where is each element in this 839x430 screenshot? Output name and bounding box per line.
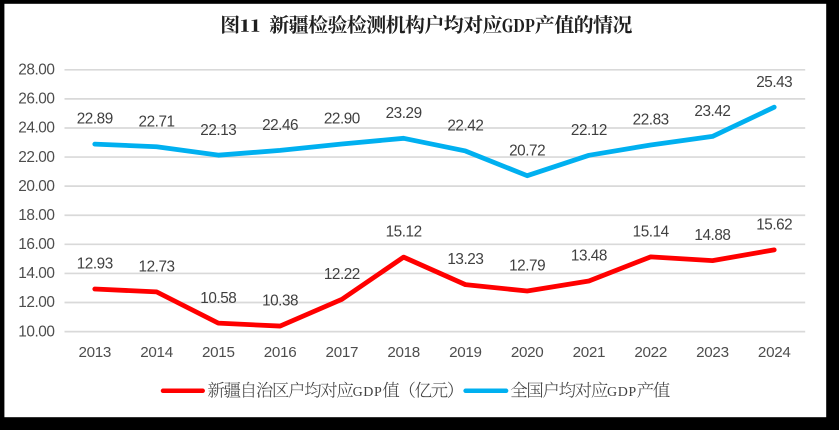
svg-text:2018: 2018 — [387, 344, 420, 361]
svg-text:22.13: 22.13 — [200, 122, 236, 139]
svg-text:GDP: GDP — [353, 385, 383, 400]
svg-text:22.46: 22.46 — [262, 117, 298, 134]
svg-text:12.00: 12.00 — [18, 294, 54, 311]
svg-text:22.00: 22.00 — [18, 149, 54, 166]
svg-text:14.00: 14.00 — [18, 265, 54, 282]
svg-text:13.48: 13.48 — [571, 248, 607, 265]
svg-text:22.71: 22.71 — [139, 113, 175, 130]
svg-text:15.62: 15.62 — [756, 216, 792, 233]
svg-text:2017: 2017 — [326, 344, 359, 361]
svg-text:28.00: 28.00 — [18, 62, 54, 79]
svg-text:2015: 2015 — [202, 344, 235, 361]
svg-text:10.38: 10.38 — [262, 293, 298, 310]
svg-text:25.43: 25.43 — [756, 74, 792, 91]
svg-text:12.93: 12.93 — [77, 256, 113, 273]
svg-text:2014: 2014 — [140, 344, 173, 361]
svg-text:20.72: 20.72 — [509, 142, 545, 159]
svg-text:2013: 2013 — [78, 344, 111, 361]
svg-text:12.22: 12.22 — [324, 266, 360, 283]
svg-text:2016: 2016 — [264, 344, 297, 361]
svg-text:2022: 2022 — [634, 344, 667, 361]
svg-text:16.00: 16.00 — [18, 236, 54, 253]
svg-text:15.12: 15.12 — [386, 224, 422, 241]
svg-text:20.00: 20.00 — [18, 178, 54, 195]
svg-text:22.89: 22.89 — [77, 111, 113, 128]
svg-text:24.00: 24.00 — [18, 120, 54, 137]
svg-text:23.42: 23.42 — [694, 103, 730, 120]
svg-text:2020: 2020 — [511, 344, 544, 361]
svg-text:13.23: 13.23 — [447, 251, 483, 268]
svg-text:12.79: 12.79 — [509, 258, 545, 275]
svg-text:GDP: GDP — [607, 385, 637, 400]
svg-text:10.58: 10.58 — [200, 290, 236, 307]
svg-text:22.83: 22.83 — [633, 112, 669, 129]
svg-text:2021: 2021 — [573, 344, 606, 361]
svg-text:18.00: 18.00 — [18, 207, 54, 224]
svg-text:26.00: 26.00 — [18, 91, 54, 108]
svg-text:15.14: 15.14 — [633, 223, 670, 240]
svg-text:14.88: 14.88 — [694, 227, 730, 244]
svg-text:12.73: 12.73 — [139, 258, 175, 275]
svg-text:22.42: 22.42 — [447, 118, 483, 135]
svg-text:10.00: 10.00 — [18, 323, 54, 340]
svg-text:2023: 2023 — [696, 344, 729, 361]
svg-text:22.90: 22.90 — [324, 111, 360, 128]
svg-text:22.12: 22.12 — [571, 122, 607, 139]
svg-text:2019: 2019 — [449, 344, 482, 361]
svg-text:23.29: 23.29 — [386, 105, 422, 122]
svg-text:2024: 2024 — [758, 344, 791, 361]
